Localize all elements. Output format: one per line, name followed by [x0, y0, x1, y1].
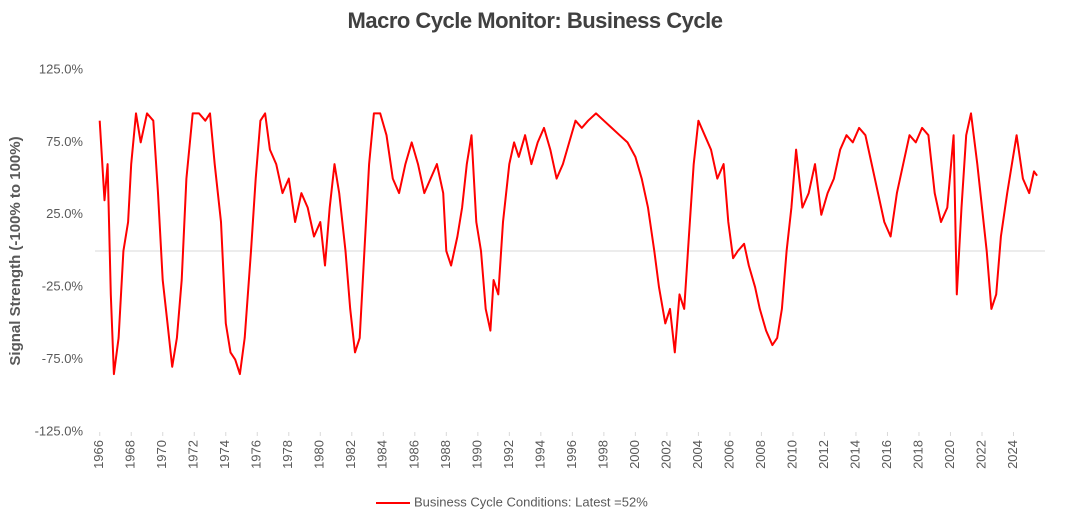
- x-tick-label: 1988: [438, 440, 453, 469]
- x-tick-label: 1996: [564, 440, 579, 469]
- x-tick-label: 2010: [784, 440, 799, 469]
- x-tick-label: 2016: [879, 440, 894, 469]
- x-tick-label: 2014: [847, 440, 862, 469]
- y-tick-label: -25.0%: [42, 279, 84, 294]
- x-tick-label: 1982: [343, 440, 358, 469]
- y-tick-label: -125.0%: [35, 423, 84, 438]
- x-tick-label: 2002: [658, 440, 673, 469]
- x-tick-label: 1992: [501, 440, 516, 469]
- x-tick-label: 1978: [280, 440, 295, 469]
- y-tick-label: 75.0%: [46, 134, 83, 149]
- y-axis-label: Signal Strength (-100% to 100%): [7, 136, 24, 365]
- x-tick-label: 2006: [721, 440, 736, 469]
- x-tick-label: 1998: [595, 440, 610, 469]
- x-tick-label: 1972: [186, 440, 201, 469]
- x-tick-label: 1986: [406, 440, 421, 469]
- x-tick-label: 2004: [690, 440, 705, 469]
- y-tick-label: -75.0%: [42, 351, 84, 366]
- x-tick-label: 1968: [123, 440, 138, 469]
- x-tick-label: 2022: [973, 440, 988, 469]
- y-tick-label: 125.0%: [39, 61, 84, 76]
- x-tick-label: 2008: [753, 440, 768, 469]
- x-tick-label: 1990: [469, 440, 484, 469]
- x-tick-label: 2000: [627, 440, 642, 469]
- x-tick-label: 1970: [154, 440, 169, 469]
- x-tick-label: 1974: [217, 440, 232, 469]
- x-tick-label: 2012: [816, 440, 831, 469]
- x-tick-label: 2020: [942, 440, 957, 469]
- series-line: [98, 112, 1038, 376]
- x-tick-label: 1984: [375, 440, 390, 469]
- x-tick-label: 2018: [910, 440, 925, 469]
- x-tick-label: 1976: [249, 440, 264, 469]
- legend-label: Business Cycle Conditions: Latest =52%: [414, 494, 648, 509]
- x-tick-label: 1994: [532, 440, 547, 469]
- chart-title: Macro Cycle Monitor: Business Cycle: [348, 8, 723, 33]
- x-tick-label: 1966: [91, 440, 106, 469]
- y-tick-label: 25.0%: [46, 206, 83, 221]
- x-tick-label: 1980: [312, 440, 327, 469]
- x-tick-label: 2024: [1005, 440, 1020, 469]
